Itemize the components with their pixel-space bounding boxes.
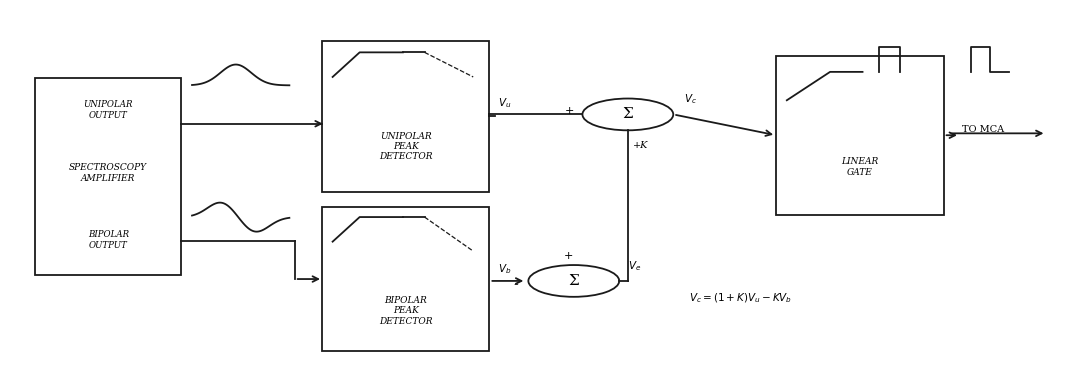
Text: $V_u$: $V_u$ [498, 96, 512, 110]
Text: -: - [513, 278, 517, 292]
Text: $V_e$: $V_e$ [628, 259, 641, 273]
Text: SPECTROSCOPY
AMPLIFIER: SPECTROSCOPY AMPLIFIER [70, 163, 147, 183]
Text: BIPOLAR
OUTPUT: BIPOLAR OUTPUT [88, 230, 128, 250]
Bar [776, 56, 944, 215]
Text: Σ: Σ [569, 274, 579, 288]
Text: LINEAR
GATE: LINEAR GATE [841, 157, 878, 177]
Bar [322, 41, 489, 192]
Text: UNIPOLAR
PEAK
DETECTOR: UNIPOLAR PEAK DETECTOR [379, 132, 433, 162]
Text: +K: +K [633, 141, 649, 150]
Text: +: + [564, 251, 573, 261]
Text: $V_b$: $V_b$ [498, 263, 511, 276]
Text: $V_c$: $V_c$ [684, 93, 697, 106]
Text: $V_c = (1+K)V_u - KV_b$: $V_c = (1+K)V_u - KV_b$ [689, 291, 792, 305]
Text: Σ: Σ [623, 108, 634, 121]
Text: +: + [565, 106, 574, 116]
Bar [322, 207, 489, 351]
Bar [35, 78, 182, 275]
Text: BIPOLAR
PEAK
DETECTOR: BIPOLAR PEAK DETECTOR [379, 296, 433, 326]
Text: UNIPOLAR
OUTPUT: UNIPOLAR OUTPUT [84, 100, 133, 120]
Text: TO MCA: TO MCA [962, 125, 1004, 134]
